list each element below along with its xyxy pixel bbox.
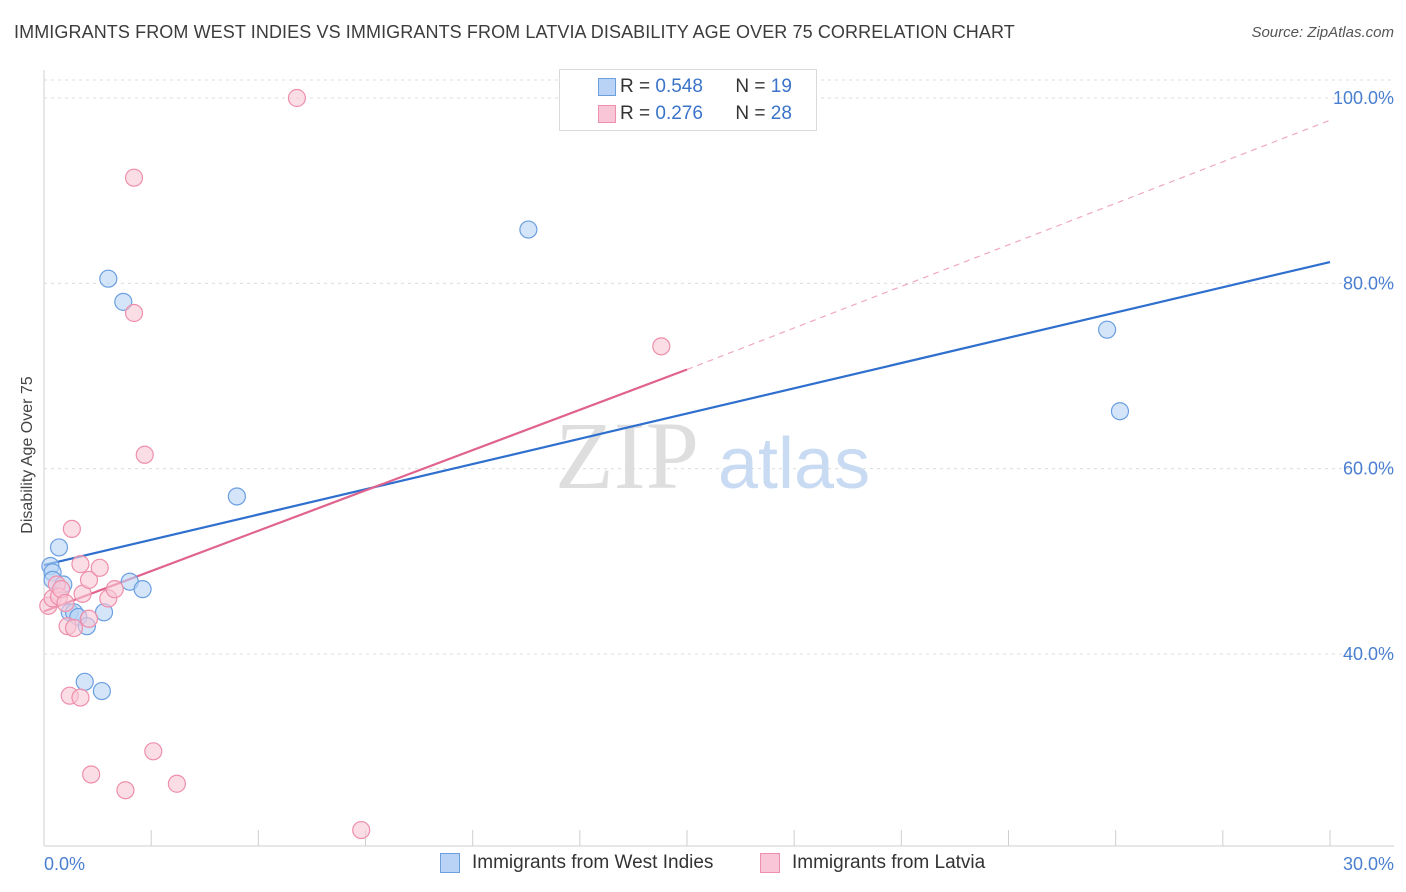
- trend-lines: [43, 119, 1331, 613]
- y-tick-labels: 40.0% 60.0% 80.0% 100.0%: [1333, 88, 1394, 664]
- x-tick-label-max: 30.0%: [1343, 854, 1394, 874]
- blue-swatch-icon: [598, 78, 616, 96]
- point-west-indies[interactable]: [99, 269, 118, 288]
- y-tick-label: 80.0%: [1343, 273, 1394, 293]
- point-west-indies[interactable]: [1110, 402, 1130, 421]
- legend-item-latvia[interactable]: Immigrants from Latvia: [760, 852, 985, 874]
- chart-title: IMMIGRANTS FROM WEST INDIES VS IMMIGRANT…: [14, 22, 1015, 42]
- point-latvia[interactable]: [135, 445, 154, 464]
- point-west-indies[interactable]: [1097, 320, 1117, 339]
- point-west-indies[interactable]: [227, 487, 246, 506]
- point-latvia[interactable]: [62, 519, 81, 539]
- n-value: 28: [770, 103, 792, 124]
- r-value: 0.276: [655, 103, 703, 124]
- point-latvia[interactable]: [56, 593, 75, 613]
- r-label: R =: [620, 76, 651, 97]
- point-latvia[interactable]: [652, 337, 671, 356]
- n-label: N =: [735, 76, 766, 97]
- legend-label-latvia: Immigrants from Latvia: [792, 852, 986, 873]
- x-ticks: [43, 830, 1331, 846]
- point-latvia[interactable]: [167, 774, 186, 793]
- pink-swatch-icon: [598, 105, 616, 123]
- point-latvia[interactable]: [352, 820, 371, 840]
- n-label: N =: [735, 103, 766, 124]
- watermark-atlas: atlas: [718, 424, 870, 504]
- r-label: R =: [620, 103, 651, 124]
- point-latvia[interactable]: [71, 555, 90, 574]
- legend-label-west-indies: Immigrants from West Indies: [472, 852, 714, 873]
- x-tick-label-min: 0.0%: [44, 854, 85, 874]
- trend-line-latvia: [43, 368, 688, 613]
- data-points: [39, 88, 1130, 840]
- point-latvia[interactable]: [105, 580, 124, 599]
- source-label: Source: ZipAtlas.com: [1251, 24, 1394, 41]
- gridlines: [44, 79, 1394, 655]
- point-west-indies[interactable]: [49, 538, 69, 557]
- trend-line-west-indies: [43, 260, 1331, 567]
- legend-row-west-indies: R = 0.548 N = 19: [598, 76, 792, 98]
- point-latvia[interactable]: [71, 688, 90, 707]
- watermark-zip: ZIP: [555, 402, 699, 509]
- correlation-legend: R = 0.548 N = 19 R = 0.276 N = 28: [559, 69, 817, 131]
- point-latvia[interactable]: [79, 609, 99, 628]
- point-west-indies[interactable]: [92, 681, 111, 701]
- point-latvia[interactable]: [79, 570, 99, 589]
- n-value: 19: [770, 76, 792, 97]
- r-value: 0.548: [655, 76, 703, 97]
- legend-item-west-indies[interactable]: Immigrants from West Indies: [440, 852, 713, 874]
- trend-line-latvia-extrapolated: [686, 119, 1331, 371]
- point-latvia[interactable]: [287, 88, 307, 108]
- point-latvia[interactable]: [116, 781, 135, 800]
- point-west-indies[interactable]: [133, 580, 152, 599]
- point-latvia[interactable]: [82, 765, 101, 784]
- watermark: ZIP atlas: [555, 402, 870, 509]
- point-west-indies[interactable]: [114, 292, 133, 311]
- pink-square-icon: [760, 853, 780, 873]
- legend-row-latvia: R = 0.276 N = 28: [598, 103, 792, 125]
- point-west-indies[interactable]: [519, 220, 538, 239]
- point-latvia[interactable]: [90, 558, 109, 577]
- point-west-indies[interactable]: [75, 672, 94, 691]
- point-latvia[interactable]: [144, 742, 163, 761]
- axes: [43, 70, 1394, 847]
- point-latvia[interactable]: [124, 303, 144, 323]
- blue-square-icon: [440, 853, 460, 873]
- y-tick-label: 40.0%: [1343, 644, 1394, 664]
- y-tick-label: 60.0%: [1343, 459, 1394, 479]
- point-latvia[interactable]: [64, 618, 84, 638]
- y-tick-label: 100.0%: [1333, 88, 1394, 108]
- point-latvia[interactable]: [124, 168, 144, 187]
